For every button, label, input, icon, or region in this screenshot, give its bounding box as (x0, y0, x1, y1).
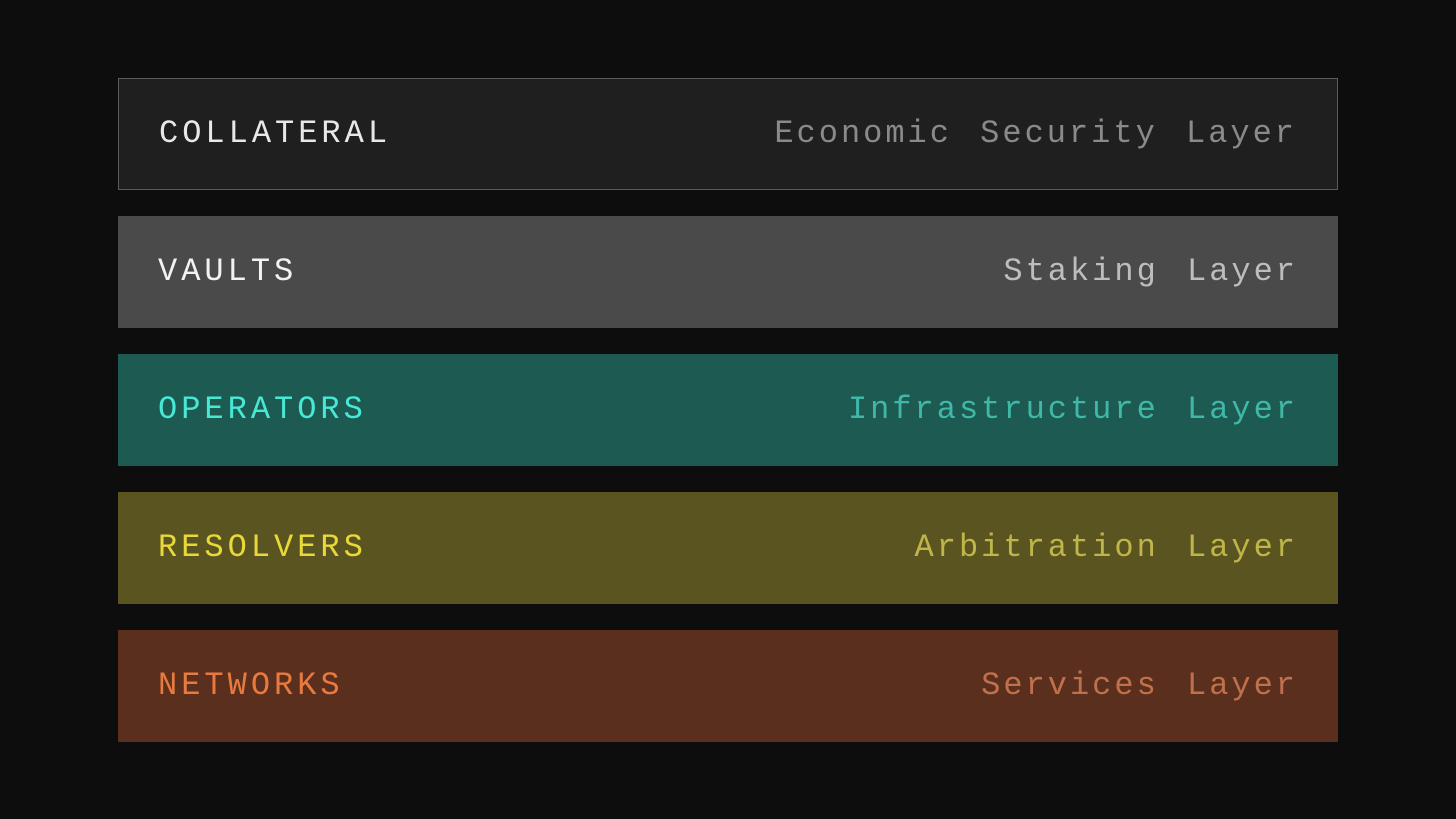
layer-resolvers: RESOLVERS Arbitration Layer (118, 492, 1338, 604)
layer-operators: OPERATORS Infrastructure Layer (118, 354, 1338, 466)
layer-title: RESOLVERS (158, 529, 367, 566)
layer-subtitle: Arbitration Layer (915, 529, 1298, 566)
layer-vaults: VAULTS Staking Layer (118, 216, 1338, 328)
layer-title: OPERATORS (158, 391, 367, 428)
layer-title: NETWORKS (158, 667, 344, 704)
layer-title: VAULTS (158, 253, 297, 290)
layer-subtitle: Infrastructure Layer (848, 391, 1298, 428)
layer-networks: NETWORKS Services Layer (118, 630, 1338, 742)
layer-collateral: COLLATERAL Economic Security Layer (118, 78, 1338, 190)
layer-subtitle: Economic Security Layer (774, 115, 1297, 152)
layer-title: COLLATERAL (159, 115, 391, 152)
layer-stack: COLLATERAL Economic Security Layer VAULT… (118, 78, 1338, 742)
layer-subtitle: Services Layer (981, 667, 1298, 704)
layer-subtitle: Staking Layer (1003, 253, 1298, 290)
